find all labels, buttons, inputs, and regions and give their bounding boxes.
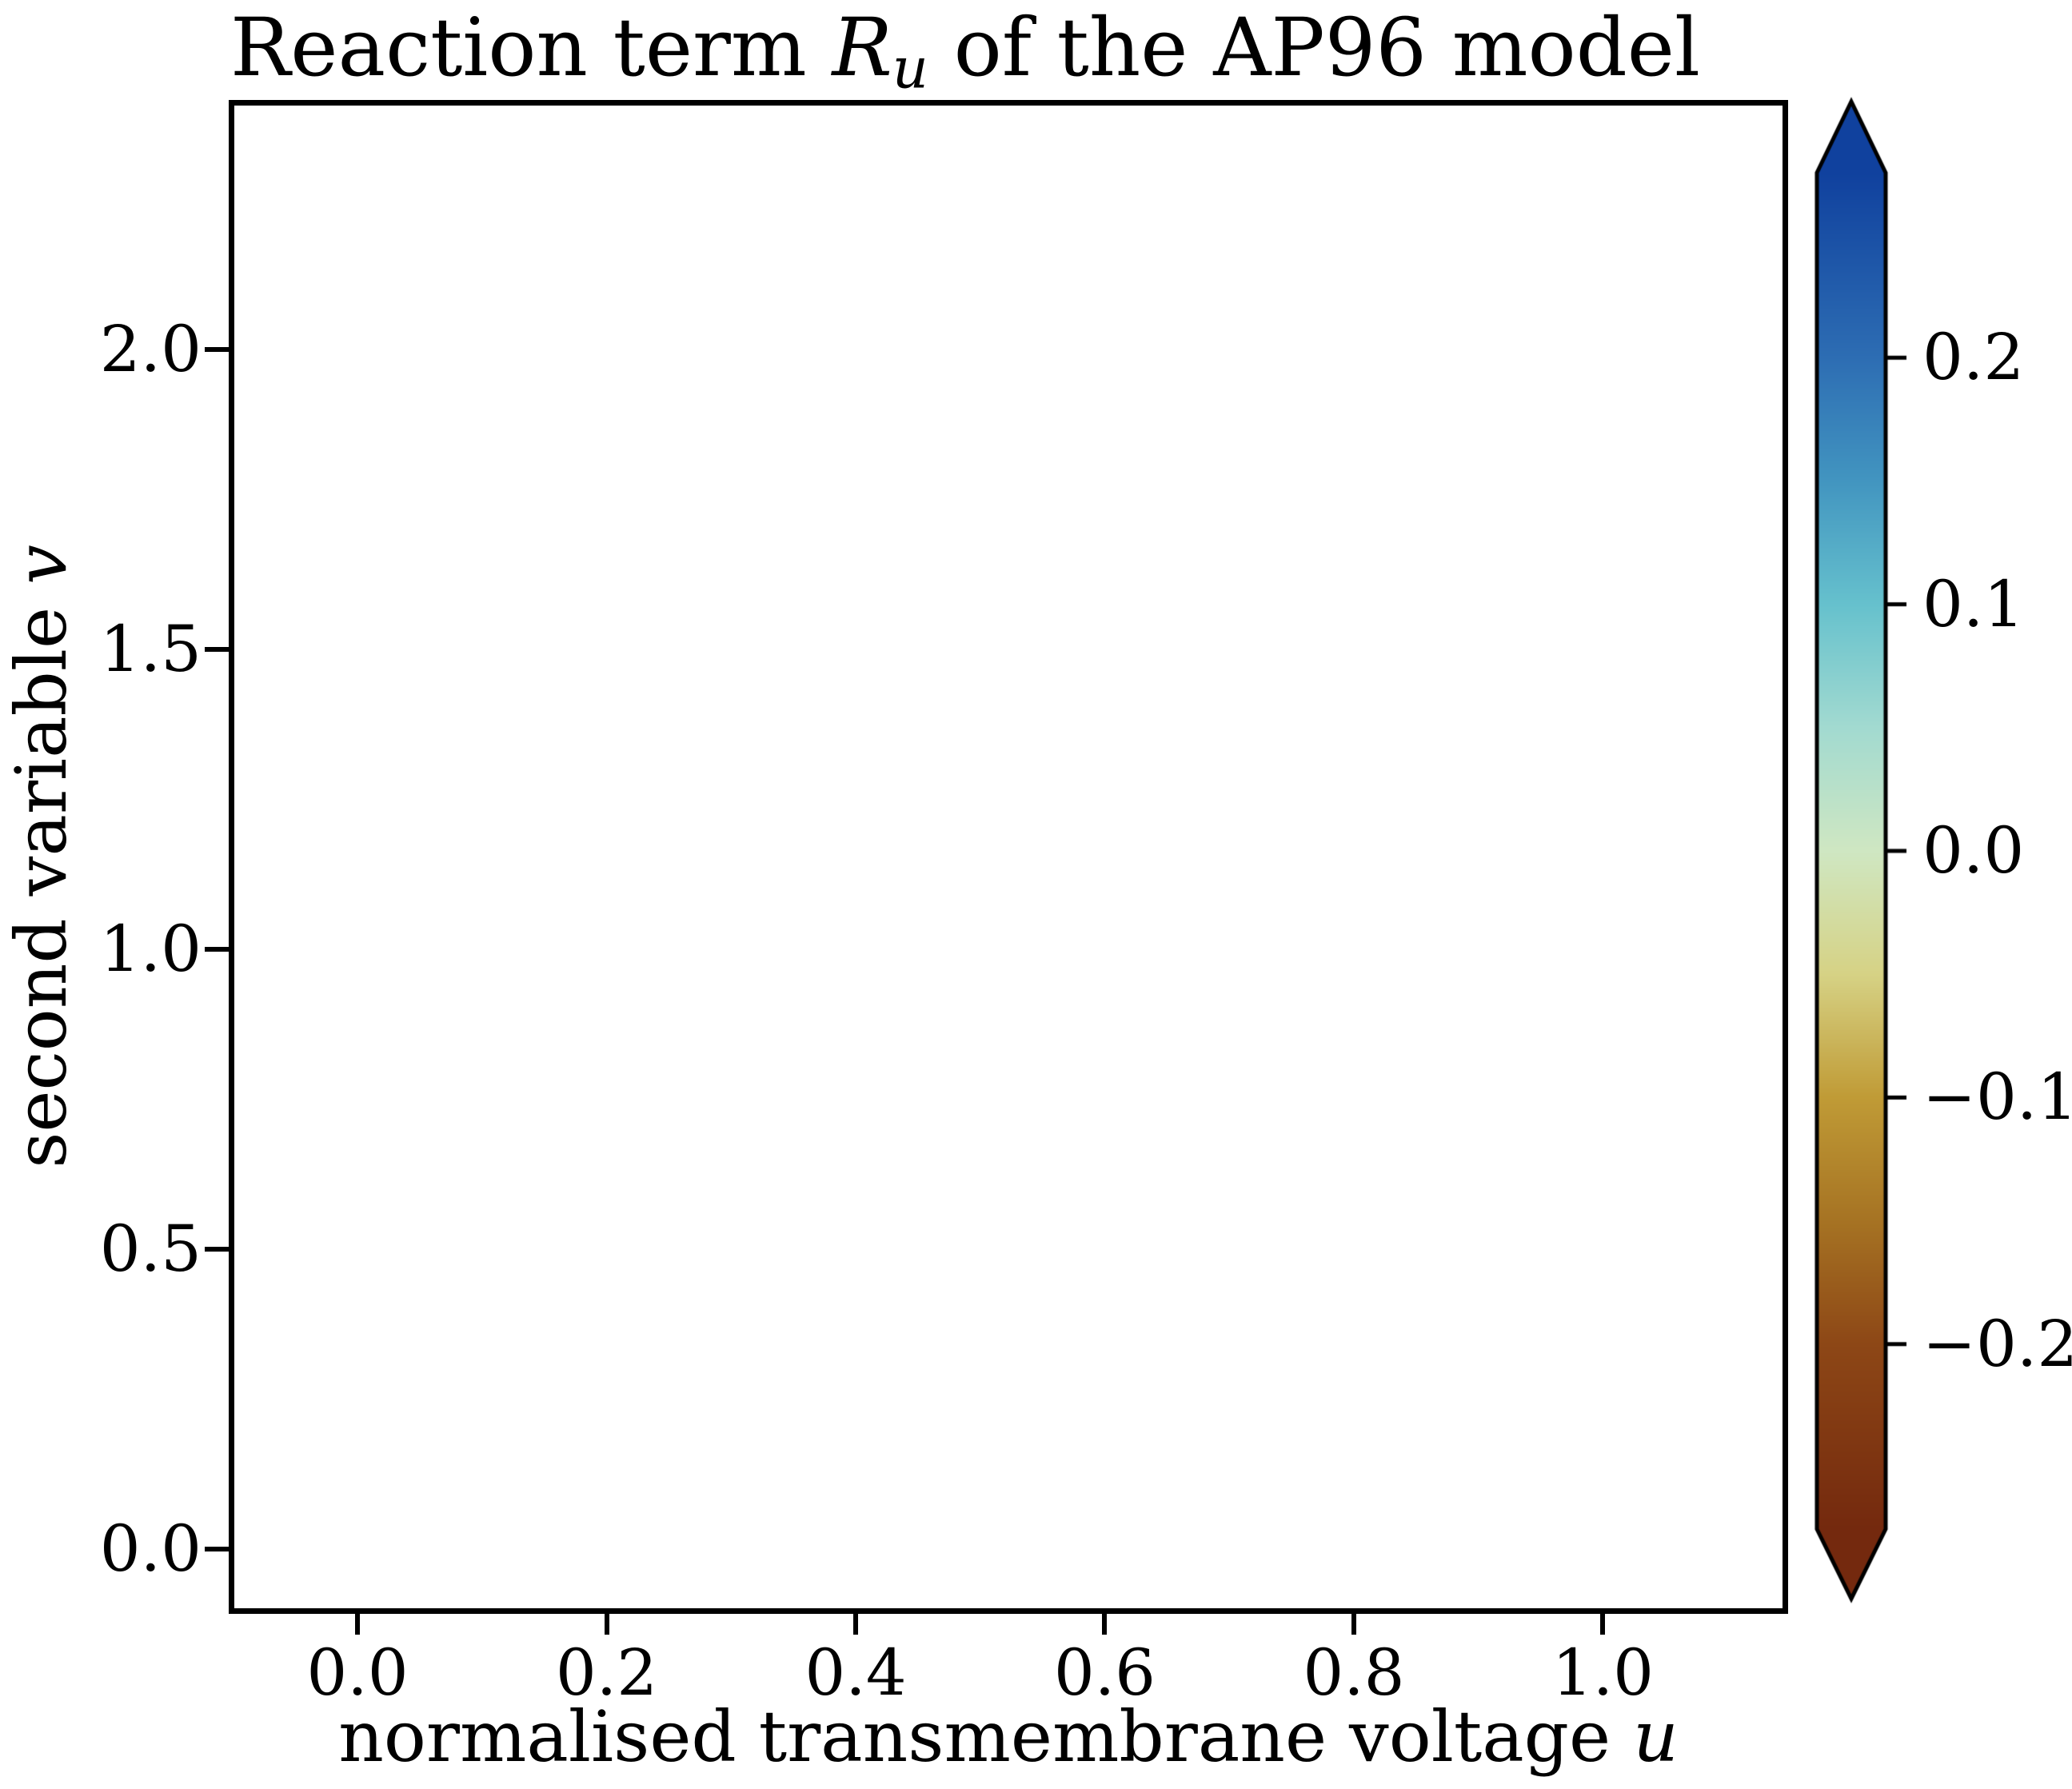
y-tick-label: 2.0 bbox=[99, 312, 202, 387]
colorbar-tick-label: −0.1 bbox=[1922, 1060, 2072, 1135]
x-tick-mark bbox=[1600, 1611, 1606, 1635]
x-tick-label: 0.0 bbox=[306, 1635, 409, 1710]
colorbar-tick-label: 0.1 bbox=[1922, 566, 2025, 641]
y-tick-mark bbox=[205, 1246, 229, 1252]
x-tick-mark bbox=[1351, 1611, 1356, 1635]
y-tick-label: 1.5 bbox=[99, 612, 202, 686]
chart-title-suffix: of the AP96 model bbox=[928, 1, 1700, 94]
colorbar-tick-label: −0.2 bbox=[1922, 1306, 2072, 1381]
x-tick-mark bbox=[355, 1611, 361, 1635]
y-tick-label: 0.5 bbox=[99, 1211, 202, 1286]
x-tick-mark bbox=[852, 1611, 858, 1635]
x-axis-label: normalised transmembrane voltage u bbox=[338, 1702, 1679, 1772]
x-tick-mark bbox=[1102, 1611, 1108, 1635]
y-tick-mark bbox=[205, 647, 229, 652]
y-axis-label-symbol: v bbox=[0, 545, 82, 585]
y-tick-label: 1.0 bbox=[99, 911, 202, 986]
y-tick-label: 0.0 bbox=[99, 1511, 202, 1586]
x-tick-label: 0.4 bbox=[804, 1635, 907, 1710]
chart-title: Reaction term Ru of the AP96 model bbox=[230, 8, 1700, 97]
x-axis-label-symbol: u bbox=[1633, 1695, 1679, 1778]
x-tick-label: 0.6 bbox=[1053, 1635, 1156, 1710]
y-tick-mark bbox=[205, 946, 229, 952]
colorbar-tick-label: 0.2 bbox=[1922, 320, 2025, 395]
colorbar-tick-label: 0.0 bbox=[1922, 813, 2025, 888]
x-axis-label-text: normalised transmembrane voltage bbox=[338, 1695, 1634, 1778]
x-tick-label: 1.0 bbox=[1551, 1635, 1655, 1710]
chart-title-symbol: R bbox=[832, 1, 892, 94]
chart-title-subscript: u bbox=[892, 35, 928, 102]
colorbar bbox=[1809, 96, 1969, 1655]
x-tick-label: 0.8 bbox=[1303, 1635, 1405, 1710]
x-tick-label: 0.2 bbox=[555, 1635, 658, 1710]
y-tick-mark bbox=[205, 347, 229, 353]
x-tick-mark bbox=[604, 1611, 609, 1635]
chart-title-prefix: Reaction term bbox=[230, 1, 832, 94]
y-tick-mark bbox=[205, 1546, 229, 1551]
plot-frame bbox=[229, 100, 1788, 1614]
